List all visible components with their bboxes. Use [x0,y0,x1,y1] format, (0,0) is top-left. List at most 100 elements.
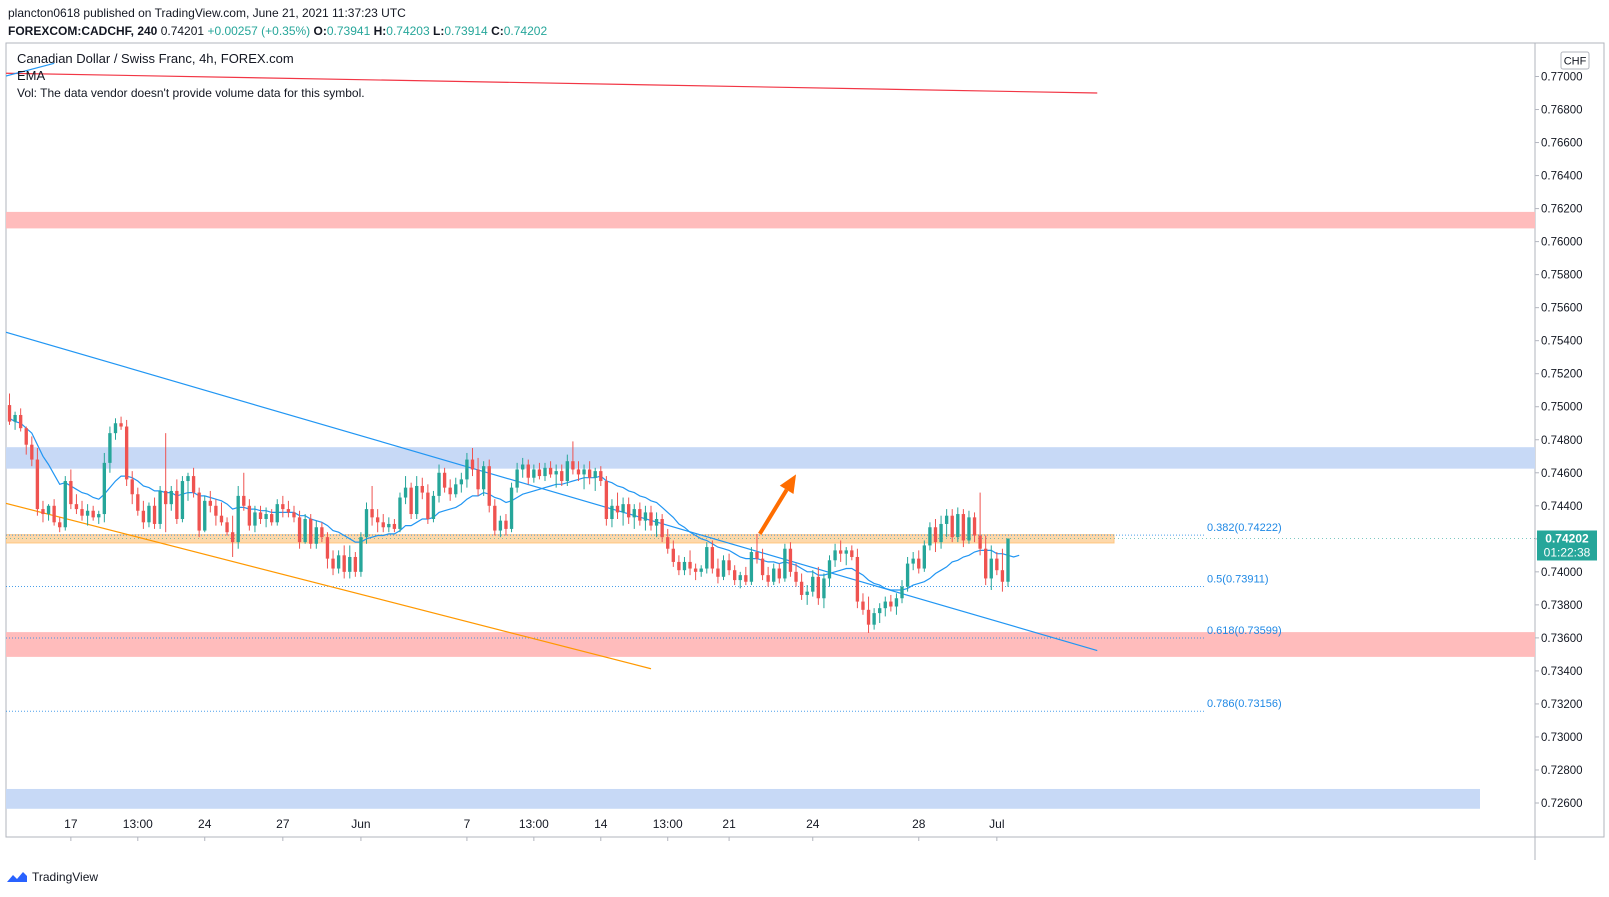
x-tick-label: 24 [198,817,212,831]
candle [744,566,748,586]
candle [459,472,464,493]
time-axis[interactable]: 17 13:00 24 27 Jun 7 13:00 14 13:00 21 24 28 Jul [64,817,1005,841]
candle-body [219,515,224,523]
candle-body [627,504,631,518]
candle [917,550,921,574]
candle-body [41,509,45,515]
candle-body [716,568,720,577]
x-tick-label: 21 [722,817,736,831]
currency-box[interactable] [1560,51,1590,70]
candle [180,476,185,523]
candle [1006,538,1010,587]
candle-body [113,423,118,434]
candle-body [615,505,620,513]
candle-body [582,469,586,475]
open-value: 0.73941 [326,24,371,38]
candle-body [186,476,190,482]
candle-body [375,517,380,523]
candle [454,477,458,498]
candle [359,532,363,577]
candle-body [208,500,212,506]
candle [219,502,224,526]
candle [894,593,899,615]
candle [236,485,240,549]
candle [638,502,642,526]
y-tick-label: 0.73200 [1541,699,1583,711]
candle-body [638,509,642,521]
zone-supply [6,447,1535,469]
candle-body [236,495,240,543]
arrow-shaft [758,488,789,535]
candle [883,596,887,617]
candle-body [794,571,798,582]
candle [281,495,285,518]
candle-body [152,505,157,524]
candle [855,548,860,609]
y-tick-label: 0.76800 [1541,105,1583,117]
candle [705,542,709,574]
candle [24,426,28,455]
candle-body [621,504,625,513]
candle-body [381,522,385,528]
candle [777,563,781,584]
candle-body [1006,538,1010,582]
candle [465,452,469,488]
candle [827,555,832,587]
candle-body [85,510,90,516]
candle [63,476,67,531]
candle [794,563,798,587]
candle [905,556,910,592]
candle [13,411,17,430]
candle [119,416,123,430]
candle-body [18,414,23,429]
candle [470,448,475,477]
candle [448,479,452,501]
candle [253,505,257,533]
symbol-label: FOREXCOM:CADCHF, 240 [8,24,158,38]
candle [593,467,597,491]
candle-body [247,505,252,526]
candle-body [314,527,318,544]
candle-body [560,471,564,482]
close-label: C: [491,24,504,38]
candle [41,500,45,523]
candle-body [649,512,653,526]
trendline-red [6,72,1098,94]
candle-body [353,556,358,572]
candle [97,510,101,524]
candle-body [554,471,558,475]
candle [136,487,140,516]
candle-body [225,522,229,533]
candle-body [130,479,134,495]
last-price: 0.74201 [160,24,205,38]
candle [403,476,408,505]
candle [331,550,335,576]
candle [660,514,664,543]
candle-body [359,537,363,572]
candle [537,462,542,480]
candle [203,495,207,533]
candle [666,528,670,554]
candle-body [855,556,860,602]
candle-body [325,537,330,559]
price-axis[interactable]: 0.77000 0.76800 0.76600 0.76400 0.76200 0.760… [1535,72,1583,811]
candle-body [682,561,687,571]
candle [141,500,146,529]
candle [309,514,313,549]
candle [214,499,218,526]
legend-volume: Vol: The data vendor doesn't provide vol… [17,86,365,100]
candle-body [738,575,742,581]
candle [258,505,263,524]
candle-body [688,561,692,569]
candle [35,448,40,516]
candle [889,594,893,612]
candle-body [297,517,302,543]
candle-body [805,591,809,595]
candle-body [493,505,497,531]
candle-body [521,464,525,470]
candle-body [392,523,397,529]
candle-body [576,469,581,475]
y-tick-label: 0.73400 [1541,666,1583,678]
candle [543,462,547,482]
